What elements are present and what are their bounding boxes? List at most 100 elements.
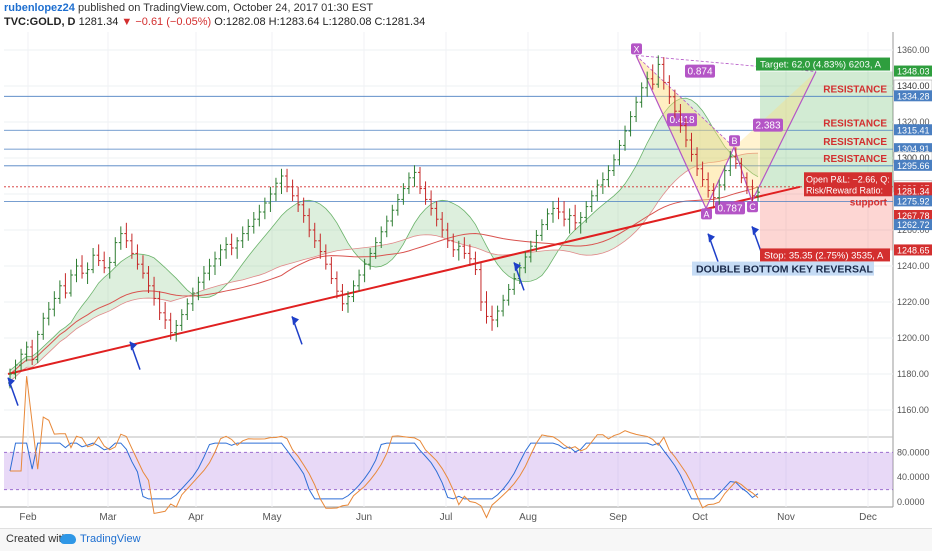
time-tick-label: Sep (609, 512, 627, 523)
oscillator-band (4, 452, 893, 490)
candle (207, 258, 212, 281)
cloud-span-b (9, 152, 759, 382)
stoch-k-line (9, 442, 759, 500)
candle (645, 71, 650, 97)
price-tag-text: 1340.00 (897, 81, 930, 91)
arrow-head (292, 316, 299, 326)
price-tag-text: 1267.78 (897, 211, 930, 221)
target-text: Target: 62.0 (4.83%) 6203, A (760, 60, 882, 71)
candle (102, 251, 107, 274)
tradingview-logo[interactable]: TradingView (60, 533, 141, 545)
candle (689, 132, 694, 162)
candle (606, 165, 611, 187)
candle (523, 251, 528, 274)
pattern-point-label: B (731, 136, 737, 146)
candle (251, 212, 256, 234)
candle (617, 140, 622, 166)
target-box-bg (756, 57, 890, 71)
candle (318, 233, 323, 259)
arrow-annotation (513, 262, 525, 291)
author-link[interactable]: rubenlopez24 (4, 2, 75, 14)
stop-box-bg (760, 248, 890, 262)
pattern-point-marker (729, 135, 740, 147)
candle (301, 197, 306, 223)
ohlc-values: O:1282.08 H:1283.64 L:1280.08 C:1281.34 (214, 16, 426, 28)
candle (756, 186, 760, 202)
arrow-head (8, 377, 15, 387)
open-pl-bg (804, 172, 892, 197)
candle (345, 291, 350, 313)
price-tag: 1334.28 (894, 90, 932, 102)
candle (96, 244, 101, 266)
candle (661, 57, 666, 90)
candle (484, 291, 489, 324)
candle (185, 298, 190, 320)
candle (423, 181, 428, 205)
candle (600, 172, 605, 194)
publish-line: rubenlopez24 published on TradingView.co… (4, 2, 373, 14)
target-box: Target: 62.0 (4.83%) 6203, A (756, 57, 890, 71)
fib-ratio-bg (715, 201, 745, 215)
candle (362, 258, 367, 283)
time-tick-label: Feb (19, 512, 37, 523)
publish-info: published on TradingView.com, October 24… (77, 2, 374, 14)
fib-ratio: 0.787 (715, 201, 745, 215)
candle (74, 258, 79, 283)
price-tick-label: 1240.00 (897, 261, 930, 271)
candle (35, 330, 40, 364)
pattern-point-label: X (633, 44, 639, 54)
candle (152, 276, 157, 306)
candle (262, 197, 267, 220)
candle (678, 104, 683, 133)
candle (445, 222, 450, 248)
candle (473, 251, 478, 275)
candle (667, 75, 672, 104)
candle (157, 291, 162, 320)
candle (706, 172, 711, 198)
symbol-name[interactable]: TVC:GOLD, D (4, 16, 76, 28)
price-tag: 1267.78 (894, 209, 932, 221)
price-tag-bg (894, 90, 932, 102)
candle (744, 172, 749, 194)
candle (550, 201, 555, 223)
candle (501, 294, 506, 317)
chart-canvas[interactable]: XABCD0.8740.4182.3830.787RESISTANCERESIS… (0, 32, 932, 528)
pattern-point-marker (701, 208, 712, 220)
arrow-head (752, 226, 759, 236)
candle (750, 179, 755, 202)
candle (440, 212, 445, 238)
price-tag-text: 1300.00 (897, 153, 930, 163)
price-tag: 1315.41 (894, 124, 932, 136)
brand-name: TradingView (80, 533, 141, 545)
candle (30, 339, 35, 365)
candle (639, 82, 644, 108)
resistance-label: RESISTANCE (823, 84, 887, 95)
candle (478, 262, 483, 311)
chart-background (0, 32, 932, 528)
candle (224, 237, 229, 259)
candle (91, 248, 96, 274)
candle (257, 204, 262, 227)
time-tick-label: Mar (99, 512, 117, 523)
fib-ratio-bg (685, 64, 715, 78)
candle (589, 190, 594, 212)
candle (268, 186, 273, 212)
price-tick-label: 1160.00 (897, 405, 929, 415)
pattern-point-b: B (729, 135, 740, 147)
price-tag-bg (894, 143, 932, 155)
candle (722, 165, 727, 191)
price-tick-label: 1360.00 (897, 45, 930, 55)
pattern-triangle-bcd (734, 71, 816, 202)
price-tag-bg (894, 195, 932, 207)
candle (534, 230, 539, 252)
candle (246, 219, 251, 241)
fib-ratio-text: 0.418 (669, 115, 694, 126)
candle (695, 147, 700, 176)
candle (323, 244, 328, 270)
chart-header: rubenlopez24 published on TradingView.co… (0, 0, 932, 32)
price-tag-text: 1334.28 (897, 91, 930, 101)
price-tag-text: 1304.91 (897, 144, 930, 154)
price-tick-label: 1320.00 (897, 117, 930, 127)
candle (562, 201, 567, 227)
price-tick-label: 1200.00 (897, 333, 930, 343)
